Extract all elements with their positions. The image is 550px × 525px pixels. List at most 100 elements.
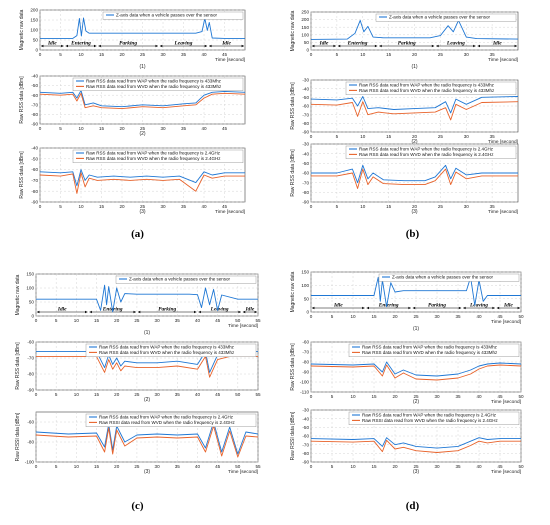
pd-sub3-xtick-label: 30	[434, 464, 440, 469]
pc-sub3-xtick-label: 20	[114, 464, 120, 469]
pb-sub3-number: (3)	[411, 209, 417, 215]
pd-sub2-xtick-label: 35	[455, 394, 461, 399]
pb-sub3-legend-label: Raw RSS data read from WAP when the radi…	[359, 146, 494, 151]
pd-sub1-xtick-label: 40	[476, 314, 482, 319]
pa-sub1-phase-arrowhead-left	[98, 44, 101, 48]
pc-sub1-ytick-label: 100	[26, 286, 34, 291]
pc-sub1-legend-label: Z-axis data when a vehicle passes over t…	[129, 276, 231, 281]
pd-sub1-phase-arrowhead-right	[492, 306, 495, 310]
pd-sub2-ytick-label: -100	[300, 380, 310, 385]
pb-sub1-plot: 0 5 10 15 20 25 30 35 0 50 100 150 200 250 Magnetic ra…	[290, 10, 519, 70]
pc-sub1-phase-label: Parking	[158, 306, 176, 312]
pd-sub3-xtick-label: 50	[518, 464, 524, 469]
pa-sub2-xtick-label: 25	[140, 126, 146, 131]
pc-sub1-xtick-label: 5	[55, 318, 58, 323]
pa-sub3-xtick-label: 20	[119, 204, 125, 209]
pd-sub1-phase-label: Leaving	[469, 302, 488, 308]
pa-sub3-xtick-label: 15	[99, 204, 105, 209]
pa-sub1-xtick-label: 35	[181, 52, 187, 57]
pb-sub1-phase-arrowhead-right	[333, 44, 336, 48]
pa-sub2-ytick-label: -60	[31, 93, 38, 98]
pd-sub3-xtick-label: 20	[392, 464, 398, 469]
pa-sub3-series-2-line	[39, 172, 245, 194]
pc-sub3-number: (3)	[144, 469, 150, 475]
pb-sub3-xtick-label: 30	[464, 204, 470, 209]
pc-sub1-phase-arrowhead-left	[89, 310, 92, 314]
pc-sub3-xtick-label: 25	[134, 464, 140, 469]
pa-sub1-phase-label: Idle	[221, 40, 231, 46]
pd-sub1-phase-label: Entering	[378, 302, 399, 308]
pb-sub2-number: (2)	[411, 139, 417, 145]
panel-c-svg: 0 5 10 15 20 25 30 35 40 45 50 55050100150Magnetic …	[15, 272, 261, 475]
pa-sub2-series-1-line	[39, 89, 246, 108]
figure-panel-a: 0 5 10 15 20 25 30 35 40 45 0 50 100 150 200 Magnetic r…	[0, 0, 275, 262]
pa-sub2-ytick-label: -70	[31, 102, 38, 107]
pa-sub1-ytick-label: 50	[33, 38, 39, 43]
pb-sub1-ytick-label: 100	[301, 32, 309, 37]
pb-sub1-phase-label: Idle	[319, 40, 329, 46]
pc-sub1-phase-arrowhead-left	[242, 310, 246, 314]
pb-sub1-phase-arrowhead-right	[431, 44, 435, 48]
pd-sub3-xlabel: Time [second]	[491, 469, 521, 475]
pb-sub2-ytick-label: -50	[302, 95, 309, 100]
pd-sub3-series-2-line	[310, 439, 521, 453]
pb-sub1-phase-label: Parking	[398, 40, 416, 46]
pd-sub2-xlabel: Time [second]	[491, 399, 521, 405]
pb-sub1-phase-arrowhead-left	[379, 44, 382, 48]
pa-sub3-legend-label: Raw RSS data read from WVD when the radi…	[86, 156, 221, 161]
pd-sub1-phase-arrowhead-right	[517, 306, 520, 310]
pd-sub2-ytick-label: -90	[302, 370, 309, 375]
pb-sub3-ytick-label: -80	[302, 190, 309, 195]
pb-sub2-ytick-label: -90	[302, 130, 309, 135]
pd-sub1-phase-arrowhead-left	[496, 306, 500, 310]
pd-sub3-xtick-label: 35	[455, 464, 461, 469]
pd-sub1-xtick-label: 0	[310, 314, 313, 319]
pa-sub2-legend-label: Raw RSS data read from WAP when the radi…	[86, 78, 222, 83]
pa-sub1-xtick-label: 20	[119, 52, 125, 57]
panel-label-c: (c)	[131, 500, 144, 512]
pc-sub1-phase-label: Leaving	[210, 306, 229, 312]
pa-sub1-ytick-label: 150	[30, 18, 38, 23]
pd-sub1-ytick-label: 0	[306, 310, 309, 315]
pa-sub1-number: (1)	[139, 64, 145, 70]
pc-sub2-series-1-line	[36, 351, 258, 373]
pc-sub2-plot: 0 5 10 15 20 25 30 35 40 45 50 55 -90 -80 -70 -60 Raw RS…	[15, 340, 261, 403]
pa-sub1-legend-label: Z-axis data when a vehicle passes over t…	[116, 12, 218, 17]
pd-sub2-ytick-label: -60	[302, 340, 309, 345]
pb-sub1-phase-arrowhead-right	[473, 44, 476, 48]
pb-sub2-xlabel: Time [second]	[488, 139, 518, 145]
pb-sub3-xlabel: Time [second]	[488, 209, 518, 215]
pd-sub2-series-2-line	[310, 364, 522, 381]
pd-sub2-ytick-label: -110	[300, 390, 309, 395]
pb-sub1-xtick-label: 5	[336, 52, 339, 57]
pc-sub1-ytick-label: 50	[29, 300, 35, 305]
pb-sub1-legend-box	[375, 13, 517, 22]
pa-sub2-xtick-label: 15	[99, 126, 105, 131]
pc-sub1-phase-arrowhead-right	[194, 310, 197, 314]
pd-sub1-legend-box	[378, 273, 520, 282]
pd-sub1-ytick-label: 100	[301, 283, 309, 288]
pa-sub3-number: (3)	[139, 209, 145, 215]
pb-sub2-ytick-label: -30	[302, 78, 309, 83]
pb-sub1-phase-arrowhead-right	[374, 44, 378, 48]
pa-sub3-xtick-label: 0	[39, 204, 42, 209]
pb-sub1-xtick-label: 35	[490, 52, 496, 57]
pb-sub3-xtick-label: 0	[310, 204, 313, 209]
pd-sub2-xtick-label: 15	[371, 394, 377, 399]
pb-sub1-legend-label: Z-axis data when a vehicle passes over t…	[389, 14, 491, 19]
pd-sub3-plot: 0 5 10 15 20 25 30 35 40 45 50 -90 -80 -70 -60 -50 -40 -3…	[290, 408, 524, 475]
pd-sub2-legend-box	[348, 343, 520, 358]
pd-sub2-xtick-label: 20	[392, 394, 398, 399]
pb-sub1-number: (1)	[411, 64, 417, 70]
pc-sub1-xtick-label: 15	[94, 318, 100, 323]
pa-sub1-xtick-label: 10	[78, 52, 84, 57]
pa-sub1-phase-label: Leaving	[174, 40, 193, 46]
pb-sub1-phase-arrowhead-left	[312, 44, 315, 48]
pd-sub1-phase-label: Parking	[428, 302, 446, 308]
pb-sub3-plot: 0 5 10 15 20 25 30 35 -90 -80 -70 -60 -50 -40 -30 Raw R…	[290, 142, 519, 215]
pd-sub1-series-1-line	[311, 276, 521, 308]
pc-sub2-xtick-label: 50	[235, 392, 241, 397]
pb-sub1-ytick-label: 200	[301, 17, 309, 22]
pd-sub2-ylabel: Raw RSS data [dBm]	[290, 343, 296, 391]
pd-sub3-legend-box	[348, 411, 520, 426]
